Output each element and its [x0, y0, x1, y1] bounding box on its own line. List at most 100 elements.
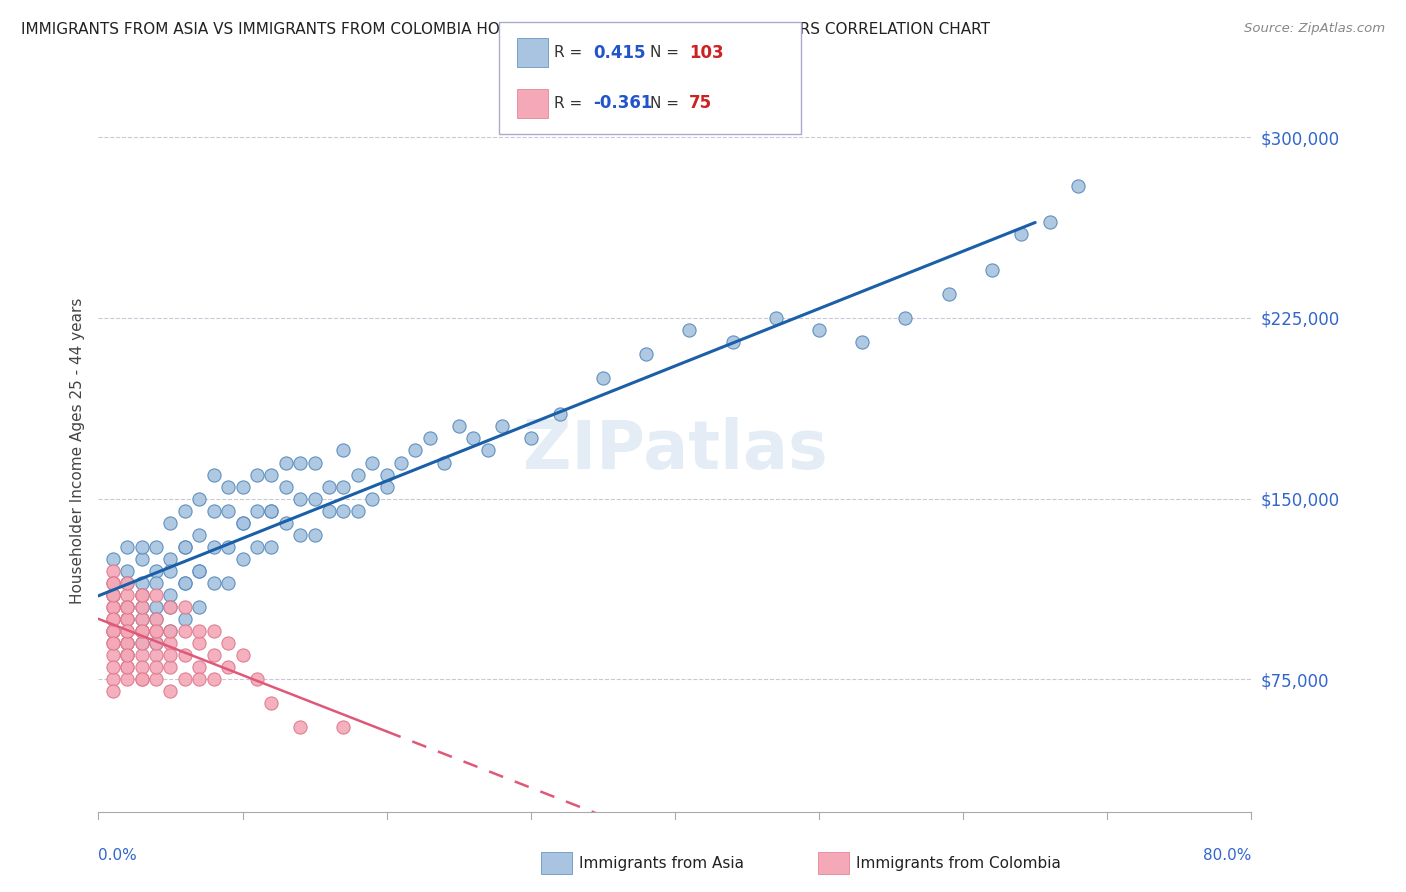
Point	[117, 612, 139, 626]
Point	[117, 612, 139, 626]
Point	[131, 624, 153, 639]
Point	[174, 624, 197, 639]
Point	[202, 624, 225, 639]
Point	[117, 612, 139, 626]
Point	[188, 673, 211, 687]
Point	[188, 528, 211, 542]
Point	[217, 503, 239, 517]
Point	[117, 648, 139, 662]
Point	[332, 721, 354, 735]
Point	[174, 599, 197, 614]
Point	[938, 287, 960, 301]
Point	[117, 576, 139, 591]
Point	[174, 648, 197, 662]
Point	[131, 612, 153, 626]
Point	[231, 551, 254, 566]
Point	[318, 503, 340, 517]
Text: ZIPatlas: ZIPatlas	[523, 417, 827, 483]
Point	[101, 660, 124, 674]
Point	[159, 624, 181, 639]
Point	[145, 624, 167, 639]
Point	[231, 516, 254, 530]
Point	[159, 660, 181, 674]
Point	[217, 540, 239, 554]
Point	[145, 636, 167, 650]
Text: Source: ZipAtlas.com: Source: ZipAtlas.com	[1244, 22, 1385, 36]
Point	[491, 419, 513, 434]
Point	[188, 636, 211, 650]
Point	[447, 419, 470, 434]
Point	[477, 443, 499, 458]
Point	[131, 599, 153, 614]
Point	[174, 576, 197, 591]
Point	[188, 599, 211, 614]
Point	[332, 503, 354, 517]
Point	[231, 648, 254, 662]
Point	[101, 564, 124, 578]
Point	[361, 491, 384, 506]
Point	[131, 612, 153, 626]
Point	[131, 588, 153, 602]
Text: 75: 75	[689, 95, 711, 112]
Point	[117, 576, 139, 591]
Point	[131, 636, 153, 650]
Point	[260, 696, 283, 710]
Point	[188, 624, 211, 639]
Point	[101, 624, 124, 639]
Point	[274, 455, 297, 469]
Point	[101, 551, 124, 566]
Point	[117, 636, 139, 650]
Point	[101, 636, 124, 650]
Point	[101, 636, 124, 650]
Point	[202, 673, 225, 687]
Point	[131, 636, 153, 650]
Text: N =: N =	[650, 45, 679, 60]
Point	[246, 503, 269, 517]
Text: 0.0%: 0.0%	[98, 847, 138, 863]
Point	[145, 612, 167, 626]
Point	[894, 310, 917, 325]
Point	[145, 624, 167, 639]
Point	[231, 516, 254, 530]
Point	[159, 684, 181, 698]
Point	[851, 334, 873, 349]
Point	[304, 528, 326, 542]
Point	[131, 660, 153, 674]
Point	[721, 334, 744, 349]
Point	[101, 648, 124, 662]
Point	[520, 432, 543, 446]
Text: -0.361: -0.361	[593, 95, 652, 112]
Point	[217, 576, 239, 591]
Point	[260, 503, 283, 517]
Point	[217, 480, 239, 494]
Text: N =: N =	[650, 96, 679, 111]
Point	[145, 576, 167, 591]
Point	[131, 540, 153, 554]
Point	[101, 576, 124, 591]
Point	[159, 624, 181, 639]
Point	[290, 455, 312, 469]
Point	[117, 636, 139, 650]
Point	[217, 636, 239, 650]
Point	[117, 599, 139, 614]
Point	[592, 371, 614, 385]
Point	[290, 721, 312, 735]
Point	[117, 648, 139, 662]
Point	[101, 624, 124, 639]
Point	[202, 503, 225, 517]
Point	[101, 599, 124, 614]
Point	[217, 660, 239, 674]
Point	[332, 443, 354, 458]
Point	[159, 648, 181, 662]
Point	[304, 491, 326, 506]
Point	[318, 480, 340, 494]
Point	[419, 432, 441, 446]
Point	[375, 480, 398, 494]
Point	[159, 564, 181, 578]
Point	[174, 576, 197, 591]
Point	[260, 540, 283, 554]
Text: 0.415: 0.415	[593, 44, 645, 62]
Text: Immigrants from Asia: Immigrants from Asia	[579, 856, 744, 871]
Text: R =: R =	[554, 96, 582, 111]
Point	[117, 588, 139, 602]
